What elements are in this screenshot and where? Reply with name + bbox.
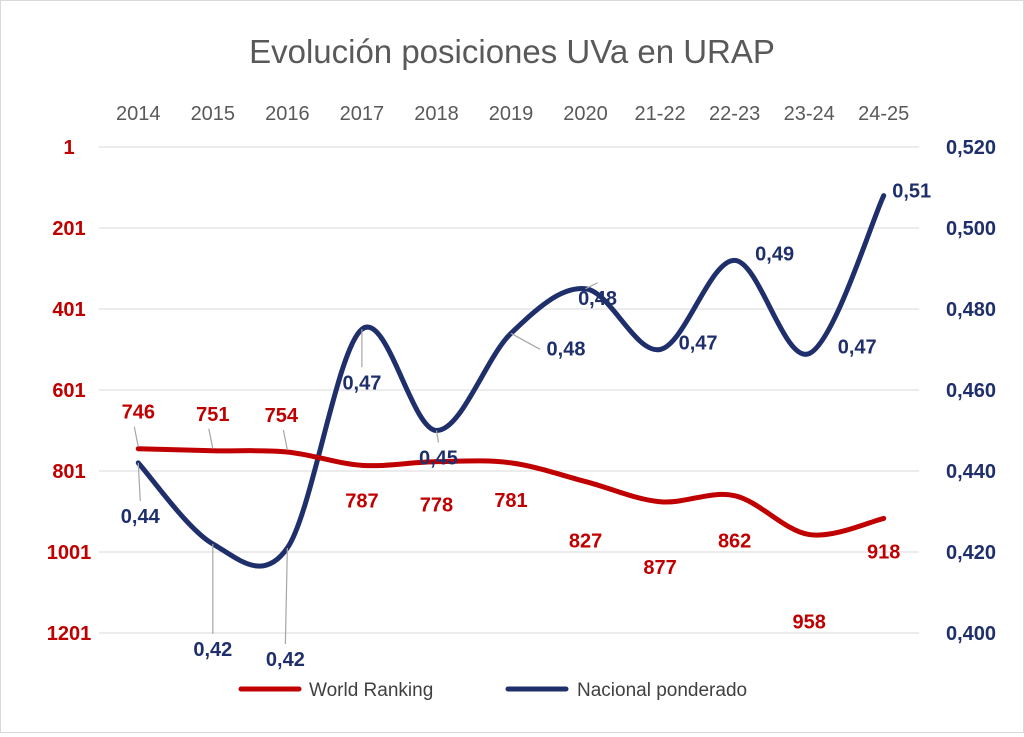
x-tick-label: 2017 xyxy=(340,103,385,125)
series-line-world-ranking xyxy=(135,446,887,538)
data-label: 0,45 xyxy=(419,448,458,470)
x-tick-label: 23-24 xyxy=(784,103,835,125)
data-label: 0,48 xyxy=(578,288,617,310)
data-label: 918 xyxy=(867,541,900,563)
series-lines xyxy=(135,193,887,569)
left-tick-label: 801 xyxy=(52,461,85,483)
gridlines xyxy=(99,146,919,634)
x-axis-ticks: 2014 2015 2016 2017 2018 2019 2020 21-22 22-23 23… xyxy=(116,103,909,125)
x-tick-label: 2015 xyxy=(191,103,236,125)
data-label: 781 xyxy=(494,490,527,512)
x-tick-label: 24-25 xyxy=(858,103,909,125)
left-tick-label: 601 xyxy=(52,380,85,402)
data-label: 958 xyxy=(792,612,825,634)
data-label: 0,44 xyxy=(121,506,161,528)
x-tick-label: 2019 xyxy=(489,103,534,125)
leader-line xyxy=(510,332,541,350)
right-tick-label: 0,400 xyxy=(946,623,996,645)
leader-line xyxy=(137,462,141,501)
data-label: 0,49 xyxy=(755,243,794,265)
leader-line xyxy=(282,429,288,451)
left-tick-label: 1001 xyxy=(47,542,92,564)
leader-line xyxy=(435,430,440,443)
right-tick-label: 0,500 xyxy=(946,218,996,240)
x-tick-label: 22-23 xyxy=(709,103,760,125)
legend-label: Nacional ponderado xyxy=(577,680,747,701)
data-label: 862 xyxy=(718,531,751,553)
x-tick-label: 2020 xyxy=(563,103,608,125)
x-tick-label: 2014 xyxy=(116,103,161,125)
series-line-nacional-ponderado xyxy=(135,193,887,569)
legend-label: World Ranking xyxy=(309,680,433,701)
data-label: 787 xyxy=(345,490,378,512)
data-label: 0,48 xyxy=(547,338,586,360)
x-tick-label: 21-22 xyxy=(635,103,686,125)
data-label: 0,51 xyxy=(892,181,931,203)
right-tick-label: 0,520 xyxy=(946,137,996,159)
data-label: 0,42 xyxy=(266,649,305,671)
right-tick-label: 0,480 xyxy=(946,299,996,321)
left-tick-label: 201 xyxy=(52,218,85,240)
left-tick-label: 1 xyxy=(63,137,74,159)
right-tick-label: 0,440 xyxy=(946,461,996,483)
right-tick-label: 0,460 xyxy=(946,380,996,402)
x-tick-label: 2016 xyxy=(265,103,310,125)
data-label: 751 xyxy=(196,404,229,426)
data-label: 0,47 xyxy=(342,372,381,394)
x-tick-label: 2018 xyxy=(414,103,459,125)
chart-title: Evolución posiciones UVa en URAP xyxy=(249,33,775,70)
leader-line xyxy=(133,426,139,447)
label-leader-lines xyxy=(133,282,598,644)
leader-line xyxy=(208,428,214,449)
right-axis-ticks: 0,520 0,500 0,480 0,460 0,440 0,420 0,400 xyxy=(946,137,996,645)
legend: World Ranking Nacional ponderado xyxy=(238,680,747,701)
left-tick-label: 1201 xyxy=(47,623,92,645)
right-tick-label: 0,420 xyxy=(946,542,996,564)
leader-line xyxy=(585,282,598,290)
left-tick-label: 401 xyxy=(52,299,85,321)
data-labels: 746 751 754 787 778 781 827 877 862 958 918 0,44 0,4… xyxy=(121,181,931,671)
data-label: 754 xyxy=(265,405,299,427)
data-label: 0,47 xyxy=(679,333,718,355)
data-label: 827 xyxy=(569,531,602,553)
data-label: 0,42 xyxy=(193,639,232,661)
data-label: 0,47 xyxy=(838,337,877,359)
data-label: 778 xyxy=(420,495,453,517)
leader-line xyxy=(284,547,288,644)
data-label: 877 xyxy=(643,557,676,579)
data-label: 746 xyxy=(122,402,155,424)
